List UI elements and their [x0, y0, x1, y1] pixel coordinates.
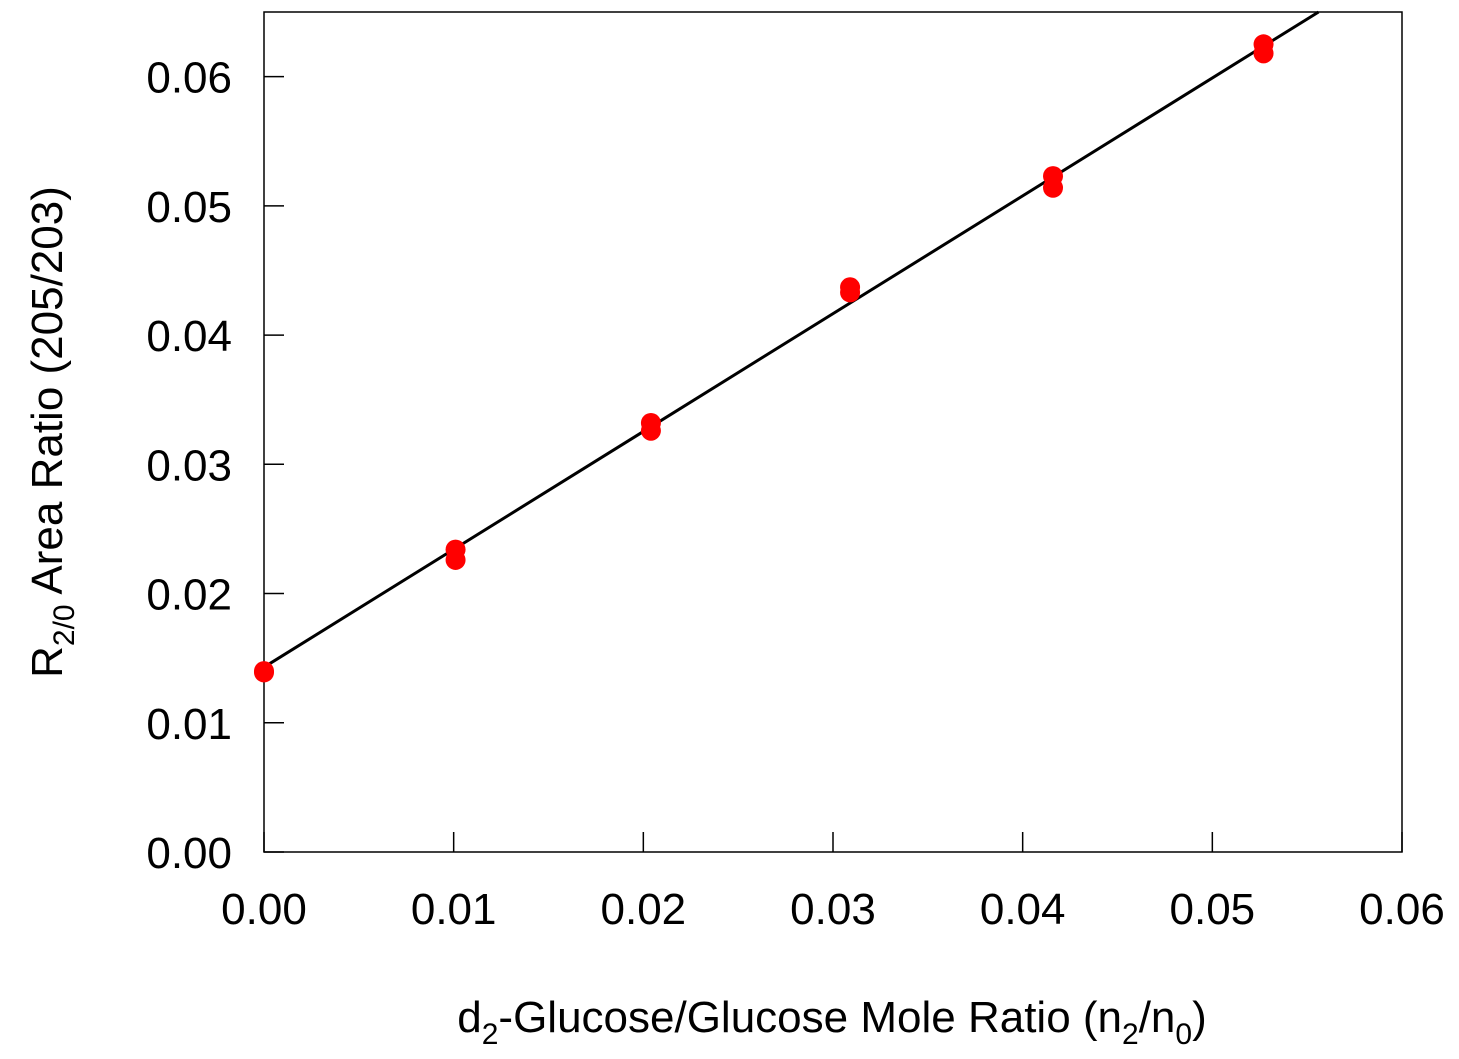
x-tick-label: 0.04 — [980, 885, 1066, 934]
data-point — [445, 549, 466, 570]
data-point — [254, 662, 274, 683]
label-part: 0 — [1175, 1018, 1192, 1051]
x-tick-label: 0.06 — [1359, 885, 1445, 934]
y-tick-label: 0.03 — [146, 441, 232, 490]
label-part: d — [457, 993, 481, 1042]
plot-frame — [263, 11, 1403, 853]
y-tick-label: 0.00 — [146, 829, 232, 878]
label-part: ) — [1192, 993, 1207, 1042]
y-tick-label: 0.01 — [146, 700, 232, 749]
label-part: R — [23, 646, 72, 678]
y-tick-label: 0.02 — [146, 571, 232, 620]
label-part: -Glucose/Glucose Mole Ratio (n — [498, 993, 1122, 1042]
x-tick-label: 0.01 — [411, 885, 497, 934]
data-point — [640, 420, 661, 441]
data-point — [1253, 43, 1274, 64]
y-tick-label: 0.06 — [146, 54, 232, 103]
label-part: 2/0 — [48, 604, 81, 646]
x-tick-label: 0.03 — [790, 885, 876, 934]
x-tick-label: 0.02 — [601, 885, 687, 934]
y-tick-label: 0.04 — [146, 312, 232, 361]
data-point — [1043, 177, 1064, 198]
y-tick-label: 0.05 — [146, 183, 232, 232]
x-tick-label: 0.00 — [221, 885, 307, 934]
label-part: /n — [1139, 993, 1176, 1042]
fit-line — [263, 10, 1320, 669]
label-part: 2 — [1122, 1018, 1139, 1051]
label-part: Area Ratio (205/203) — [23, 186, 72, 604]
y-axis-label: R2/0 Area Ratio (205/203) — [23, 186, 81, 678]
label-part: 2 — [482, 1018, 499, 1051]
data-point — [840, 282, 861, 303]
x-axis-label: d2-Glucose/Glucose Mole Ratio (n2/n0) — [457, 993, 1207, 1051]
x-tick-label: 0.05 — [1170, 885, 1256, 934]
